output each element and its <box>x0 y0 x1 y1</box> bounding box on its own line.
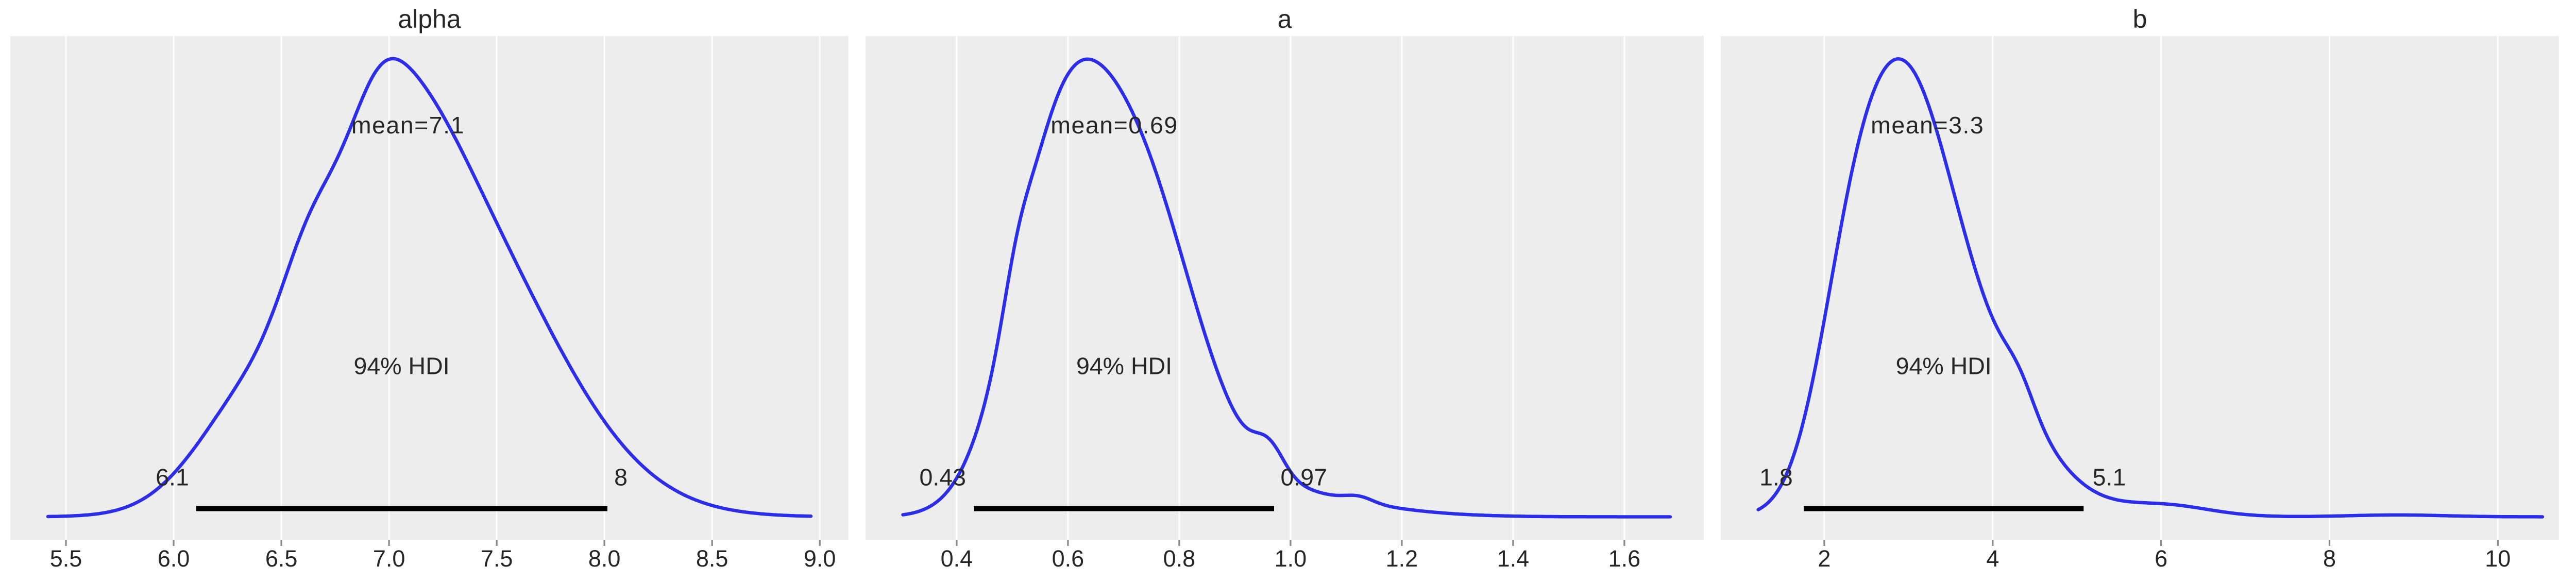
svg-text:8: 8 <box>614 464 628 491</box>
svg-text:6.0: 6.0 <box>158 545 190 572</box>
svg-text:8.0: 8.0 <box>588 545 621 572</box>
svg-text:a: a <box>1278 5 1292 33</box>
svg-text:9.0: 9.0 <box>804 545 836 572</box>
svg-text:94% HDI: 94% HDI <box>354 353 450 380</box>
svg-text:7.0: 7.0 <box>373 545 405 572</box>
svg-text:1.2: 1.2 <box>1386 545 1418 572</box>
svg-text:94% HDI: 94% HDI <box>1896 353 1992 380</box>
svg-text:0.43: 0.43 <box>920 464 967 491</box>
svg-text:1.6: 1.6 <box>1608 545 1641 572</box>
svg-text:0.4: 0.4 <box>941 545 973 572</box>
svg-text:1.4: 1.4 <box>1497 545 1530 572</box>
svg-text:b: b <box>2133 5 2147 33</box>
svg-text:mean=0.69: mean=0.69 <box>1050 112 1178 139</box>
svg-text:2: 2 <box>1818 545 1831 572</box>
svg-text:1.0: 1.0 <box>1275 545 1307 572</box>
svg-text:7.5: 7.5 <box>481 545 513 572</box>
svg-text:0.8: 0.8 <box>1163 545 1196 572</box>
svg-text:mean=7.1: mean=7.1 <box>351 112 465 139</box>
svg-text:5.1: 5.1 <box>2093 464 2126 491</box>
svg-text:mean=3.3: mean=3.3 <box>1871 112 1984 139</box>
svg-text:5.5: 5.5 <box>50 545 82 572</box>
svg-text:8: 8 <box>2323 545 2336 572</box>
svg-text:1.8: 1.8 <box>1759 464 1793 491</box>
svg-text:8.5: 8.5 <box>696 545 728 572</box>
svg-text:0.97: 0.97 <box>1280 464 1327 491</box>
svg-text:10: 10 <box>2485 545 2511 572</box>
svg-text:94% HDI: 94% HDI <box>1076 353 1172 380</box>
svg-text:0.6: 0.6 <box>1052 545 1084 572</box>
svg-text:6.5: 6.5 <box>265 545 298 572</box>
svg-text:6: 6 <box>2155 545 2167 572</box>
svg-text:alpha: alpha <box>398 5 461 33</box>
svg-text:4: 4 <box>1986 545 1999 572</box>
svg-text:6.1: 6.1 <box>156 464 189 491</box>
